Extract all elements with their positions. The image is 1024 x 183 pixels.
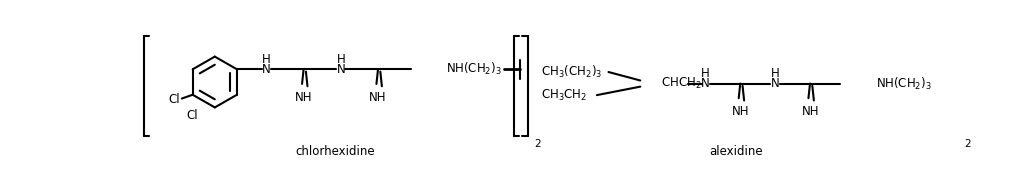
Text: NH(CH$_2$)$_3$: NH(CH$_2$)$_3$: [446, 61, 502, 77]
Text: N: N: [262, 63, 270, 76]
Text: NH: NH: [370, 91, 387, 104]
Text: CHCH$_2$: CHCH$_2$: [662, 76, 701, 91]
Text: chlorhexidine: chlorhexidine: [296, 145, 376, 158]
Text: alexidine: alexidine: [709, 145, 763, 158]
Text: CH$_3$(CH$_2$)$_3$: CH$_3$(CH$_2$)$_3$: [542, 64, 603, 80]
Text: CH$_3$CH$_2$: CH$_3$CH$_2$: [541, 87, 588, 103]
Text: N: N: [337, 63, 345, 76]
Text: NH: NH: [802, 105, 819, 118]
Text: 2: 2: [965, 139, 971, 149]
Text: H: H: [262, 53, 270, 66]
Text: H: H: [701, 67, 710, 80]
Text: N: N: [771, 77, 779, 90]
Text: NH(CH$_2$)$_3$: NH(CH$_2$)$_3$: [876, 76, 932, 92]
Text: NH: NH: [732, 105, 750, 118]
Text: N: N: [701, 77, 710, 90]
Text: 2: 2: [535, 139, 541, 149]
Text: H: H: [771, 67, 779, 80]
Text: NH: NH: [295, 91, 312, 104]
Text: Cl: Cl: [186, 109, 198, 122]
Text: Cl: Cl: [169, 93, 180, 106]
Text: H: H: [337, 53, 345, 66]
